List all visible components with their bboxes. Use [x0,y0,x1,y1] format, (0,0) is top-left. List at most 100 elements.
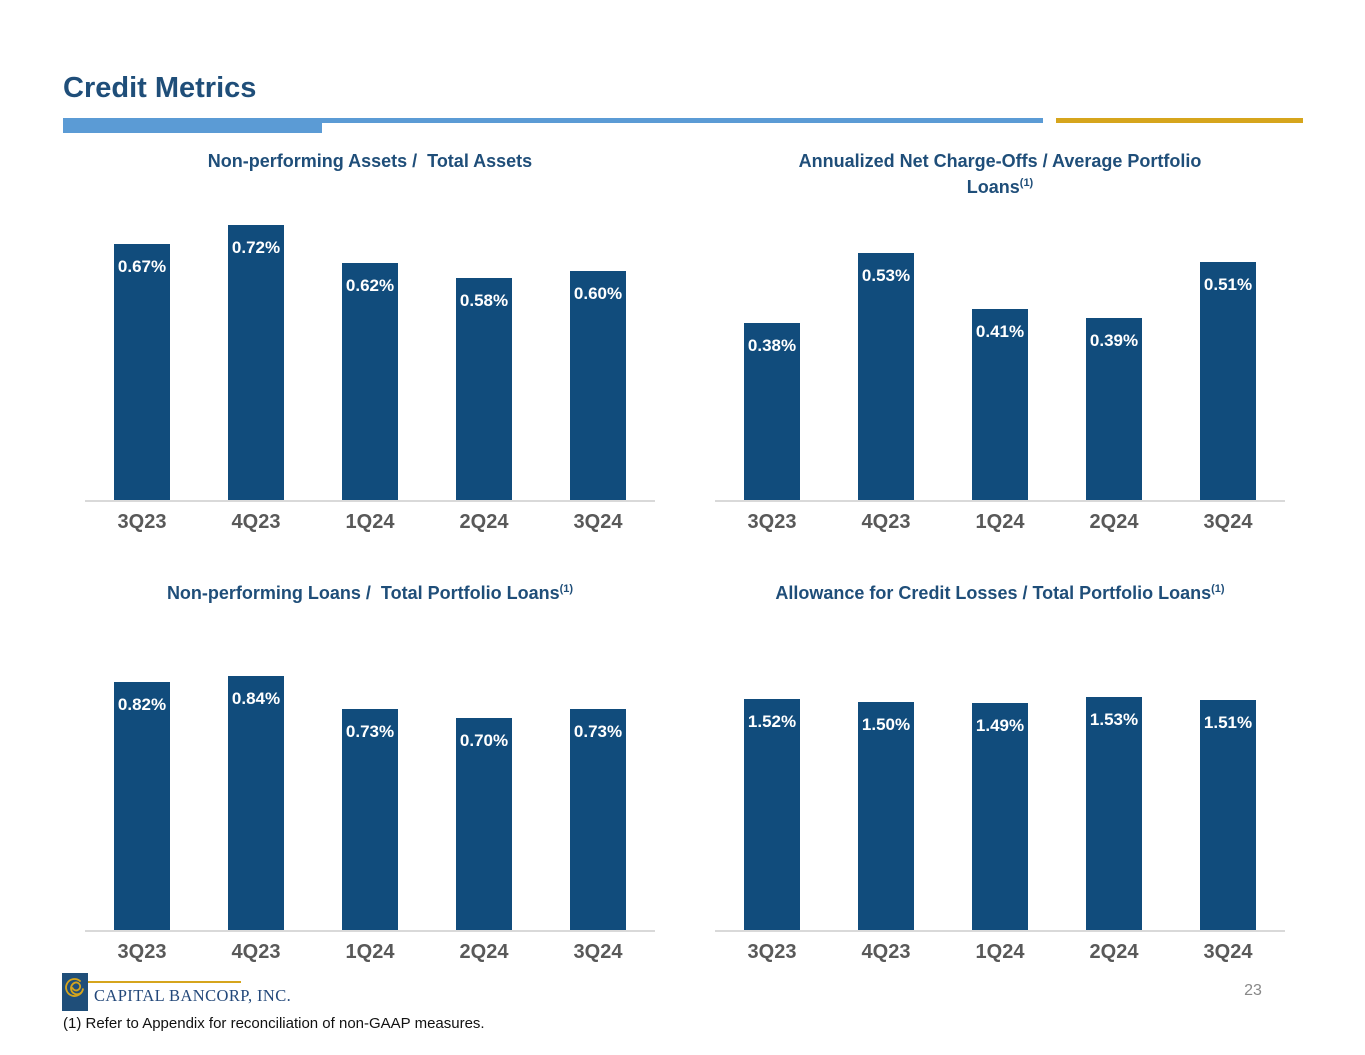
page-title: Credit Metrics [63,72,257,104]
bar-column: 0.58% [427,200,541,500]
bar-column: 0.73% [313,635,427,930]
plot-area: 0.82% 0.84% 0.73% 0.70% 0.73% [85,635,655,930]
bar-value-label: 1.50% [861,715,911,734]
x-axis-line [85,500,655,502]
chart-title-text-line2: Loans [966,177,1020,197]
x-tick-label: 2Q24 [459,511,509,533]
footnote: (1) Refer to Appendix for reconciliation… [63,1015,485,1032]
x-axis-labels: 3Q23 4Q23 1Q24 2Q24 3Q24 [715,941,1285,964]
bar-column: 0.70% [427,635,541,930]
x-tick-label: 1Q24 [975,941,1025,963]
bar-value-label: 0.70% [459,731,509,750]
x-tick-label: 1Q24 [345,511,395,533]
x-axis-line [715,930,1285,932]
bar: 0.60% [570,271,626,500]
company-logo-mark [62,973,88,1011]
bar-value-label: 0.73% [573,722,623,741]
bar-value-label: 0.82% [117,695,167,714]
bar-column: 0.84% [199,635,313,930]
bar-value-label: 0.67% [117,257,167,276]
chart-title: Annualized Net Charge-Offs / Average Por… [715,150,1285,200]
header-rule-thin-blue [322,118,1043,123]
x-tick-label: 1Q24 [345,941,395,963]
bar-column: 0.72% [199,200,313,500]
bar-value-label: 0.51% [1203,275,1253,294]
bar: 0.67% [114,244,170,500]
chart-title: Non-performing Assets / Total Assets [85,150,655,200]
company-name: CAPITAL BANCORP, INC. [94,986,292,1005]
x-tick-label: 1Q24 [975,511,1025,533]
bar-column: 1.53% [1057,635,1171,930]
plot-area: 1.52% 1.50% 1.49% 1.53% 1.51% [715,635,1285,930]
chart-nonperforming-loans-total-portfolio-loans: Non-performing Loans / Total Portfolio L… [85,578,655,964]
bar: 0.72% [228,225,284,500]
bar-value-label: 1.49% [975,716,1025,735]
x-axis-line [85,930,655,932]
bar-column: 1.50% [829,635,943,930]
bar: 0.73% [342,709,398,930]
bar: 0.70% [456,718,512,930]
bar-column: 0.60% [541,200,655,500]
page-number: 23 [1244,982,1262,999]
spiral-icon [65,978,84,997]
x-tick-label: 3Q24 [573,941,623,963]
bar: 1.51% [1200,700,1256,930]
bar-value-label: 1.52% [747,712,797,731]
bar-value-label: 1.53% [1089,710,1139,729]
chart-title-text: Allowance for Credit Losses / Total Port… [775,583,1212,603]
header-rule-gold [1056,118,1303,123]
bar-value-label: 0.84% [231,689,281,708]
x-tick-label: 4Q23 [861,511,911,533]
x-tick-label: 4Q23 [231,511,281,533]
chart-title: Non-performing Loans / Total Portfolio L… [85,578,655,635]
x-tick-label: 2Q24 [1089,511,1139,533]
bar: 0.51% [1200,262,1256,500]
bar: 1.49% [972,703,1028,930]
bar: 1.50% [858,702,914,930]
bar: 0.38% [744,323,800,500]
bar: 0.53% [858,253,914,500]
bar-value-label: 0.62% [345,276,395,295]
x-axis-labels: 3Q23 4Q23 1Q24 2Q24 3Q24 [85,511,655,534]
bar: 0.82% [114,682,170,930]
bar-value-label: 0.60% [573,284,623,303]
x-tick-label: 3Q24 [1203,511,1253,533]
plot-area: 0.38% 0.53% 0.41% 0.39% 0.51% [715,200,1285,500]
header-rule-thick-blue [63,118,322,133]
chart-title-text: Non-performing Loans / Total Portfolio L… [166,583,560,603]
bar-column: 0.67% [85,200,199,500]
x-tick-label: 4Q23 [231,941,281,963]
bar-value-label: 0.41% [975,322,1025,341]
chart-net-charge-offs-avg-portfolio-loans: Annualized Net Charge-Offs / Average Por… [715,150,1285,534]
bar-column: 0.53% [829,200,943,500]
bar-column: 1.51% [1171,635,1285,930]
bar-value-label: 0.39% [1089,331,1139,350]
x-axis-labels: 3Q23 4Q23 1Q24 2Q24 3Q24 [85,941,655,964]
bar-column: 1.52% [715,635,829,930]
bar-column: 0.62% [313,200,427,500]
bar-value-label: 0.73% [345,722,395,741]
bar-column: 0.82% [85,635,199,930]
bar-column: 0.51% [1171,200,1285,500]
bar-column: 1.49% [943,635,1057,930]
x-tick-label: 2Q24 [459,941,509,963]
bar-column: 0.38% [715,200,829,500]
bar-column: 0.39% [1057,200,1171,500]
bar-column: 0.41% [943,200,1057,500]
chart-title-text: Non-performing Assets / Total Assets [207,151,533,171]
bar: 0.41% [972,309,1028,500]
bar: 1.52% [744,699,800,930]
bar: 0.84% [228,676,284,930]
bar-value-label: 0.38% [747,336,797,355]
logo-gold-line [88,981,241,983]
x-tick-label: 3Q23 [117,941,167,963]
x-tick-label: 3Q23 [747,941,797,963]
footnote-marker: (1) [559,583,574,595]
chart-nonperforming-assets-total-assets: Non-performing Assets / Total Assets 0.6… [85,150,655,534]
bar-column: 0.73% [541,635,655,930]
x-axis-line [715,500,1285,502]
footnote-marker: (1) [1019,177,1034,189]
plot-area: 0.67% 0.72% 0.62% 0.58% 0.60% [85,200,655,500]
x-tick-label: 3Q24 [1203,941,1253,963]
bar: 0.62% [342,263,398,500]
